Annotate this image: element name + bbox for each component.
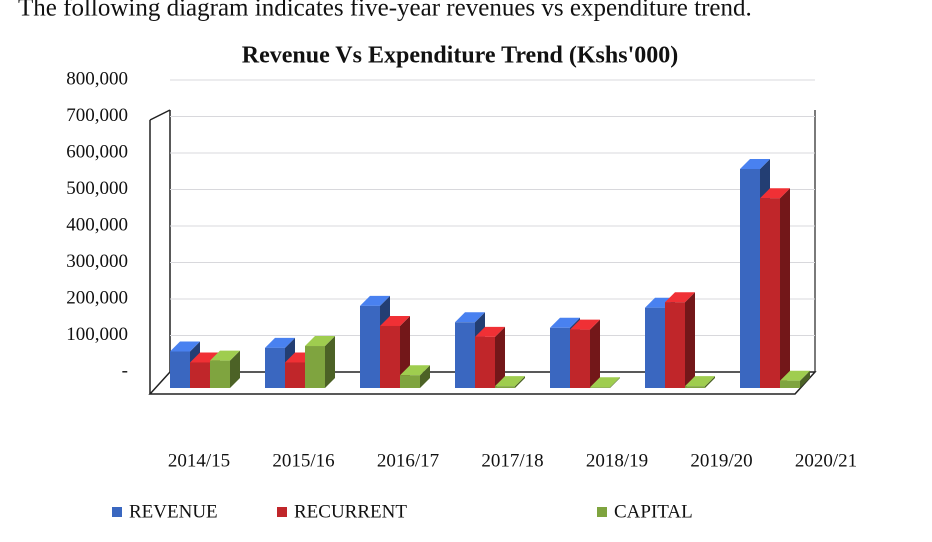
y-tick-label: 800,000 xyxy=(66,68,128,89)
bar-side xyxy=(610,377,620,388)
y-tick-label: 700,000 xyxy=(66,105,128,126)
bar-top xyxy=(210,350,240,361)
bar xyxy=(170,351,190,388)
bar xyxy=(740,169,760,388)
bar-side xyxy=(590,319,600,388)
bar-top xyxy=(360,295,390,306)
bar-top xyxy=(760,188,790,199)
legend-swatch xyxy=(112,507,122,517)
bar-side xyxy=(325,336,335,388)
bar-top xyxy=(570,319,600,330)
bar-side xyxy=(420,365,430,388)
bar-top xyxy=(400,365,430,376)
y-tick-label: 500,000 xyxy=(66,178,128,199)
bar xyxy=(400,375,420,388)
bar-top xyxy=(380,315,410,326)
bar-top xyxy=(475,326,505,337)
bar xyxy=(495,386,515,388)
bar-top xyxy=(170,341,200,352)
legend-label: RECURRENT xyxy=(294,501,407,522)
x-tick-label: 2016/17 xyxy=(377,450,439,471)
legend-swatch xyxy=(597,507,607,517)
bar-top xyxy=(740,159,770,169)
bar-top xyxy=(780,370,810,381)
bar xyxy=(210,360,230,388)
y-tick-label: 200,000 xyxy=(66,287,128,308)
side-wall-edge xyxy=(149,109,171,121)
bar xyxy=(455,322,475,388)
bar-top xyxy=(550,317,580,328)
bar xyxy=(190,362,210,388)
bar-side xyxy=(780,188,790,388)
bar xyxy=(550,327,570,388)
bar xyxy=(265,347,285,388)
bar xyxy=(570,329,590,388)
bar xyxy=(360,305,380,388)
legend-label: CAPITAL xyxy=(614,501,693,522)
x-tick-label: 2018/19 xyxy=(586,450,648,471)
bar-top xyxy=(455,312,485,323)
bar xyxy=(305,346,325,388)
x-tick-label: 2015/16 xyxy=(272,450,334,471)
x-tick-label: 2019/20 xyxy=(690,450,752,471)
y-tick-label: 300,000 xyxy=(66,251,128,272)
bar-top xyxy=(665,292,695,303)
legend-swatch xyxy=(277,507,287,517)
bar xyxy=(685,386,705,388)
legend-label: REVENUE xyxy=(129,501,218,522)
bar-top xyxy=(265,337,295,348)
bar-side xyxy=(685,292,695,388)
bar xyxy=(285,362,305,388)
y-tick-label: - xyxy=(122,360,128,381)
bar-side xyxy=(800,370,810,388)
bar-side xyxy=(705,376,715,388)
y-tick-label: 100,000 xyxy=(66,324,128,345)
x-tick-label: 2014/15 xyxy=(168,450,230,471)
chart-title: Revenue Vs Expenditure Trend (Kshs'000) xyxy=(242,43,679,69)
bar xyxy=(645,307,665,388)
y-tick-label: 600,000 xyxy=(66,141,128,162)
y-tick-label: 400,000 xyxy=(66,214,128,235)
bar xyxy=(665,302,685,388)
bar-side xyxy=(495,326,505,388)
bar xyxy=(380,325,400,388)
bar xyxy=(760,198,780,388)
intro-text: The following diagram indicates five-yea… xyxy=(18,0,752,22)
bar-side xyxy=(230,350,240,388)
bar xyxy=(590,387,610,388)
x-tick-label: 2017/18 xyxy=(481,450,543,471)
bar xyxy=(780,380,800,388)
bar-top xyxy=(590,377,620,388)
bar-top xyxy=(495,376,525,387)
bar-top xyxy=(685,376,715,387)
bar-top xyxy=(305,336,335,347)
x-tick-label: 2020/21 xyxy=(795,450,857,471)
bar-side xyxy=(515,376,525,388)
bar xyxy=(475,336,495,388)
